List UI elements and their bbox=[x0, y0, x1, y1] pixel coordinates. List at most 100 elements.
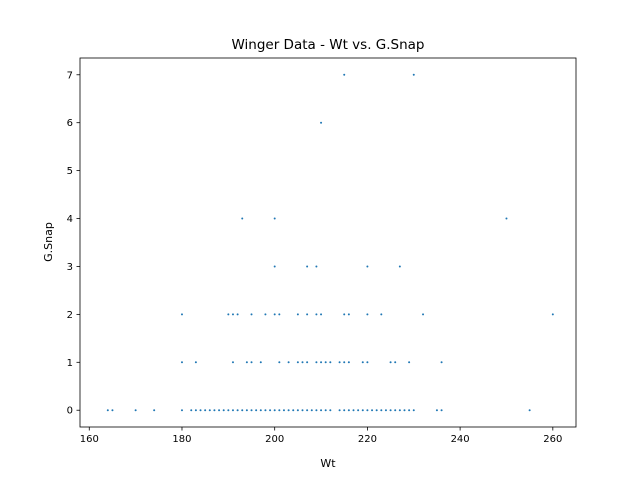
data-point-77 bbox=[394, 361, 397, 364]
data-point-5 bbox=[190, 409, 193, 412]
data-point-34 bbox=[324, 409, 327, 412]
data-point-25 bbox=[282, 409, 285, 412]
data-point-49 bbox=[398, 409, 401, 412]
x-tick-label-3: 220 bbox=[358, 434, 377, 445]
data-point-88 bbox=[296, 313, 299, 316]
data-point-10 bbox=[213, 409, 216, 412]
data-point-21 bbox=[264, 409, 267, 412]
x-tick-label-1: 180 bbox=[172, 434, 191, 445]
data-point-108 bbox=[412, 73, 415, 76]
data-point-107 bbox=[343, 73, 346, 76]
data-point-104 bbox=[273, 217, 276, 220]
data-point-71 bbox=[338, 361, 341, 364]
x-tick-label-2: 200 bbox=[265, 434, 284, 445]
data-point-91 bbox=[320, 313, 323, 316]
data-point-8 bbox=[204, 409, 207, 412]
data-point-66 bbox=[306, 361, 309, 364]
data-point-73 bbox=[347, 361, 350, 364]
data-point-69 bbox=[324, 361, 327, 364]
data-point-3 bbox=[153, 409, 156, 412]
data-point-42 bbox=[366, 409, 369, 412]
data-point-63 bbox=[287, 361, 290, 364]
data-point-43 bbox=[371, 409, 374, 412]
data-point-15 bbox=[236, 409, 239, 412]
data-point-32 bbox=[315, 409, 318, 412]
data-point-82 bbox=[231, 313, 234, 316]
data-point-75 bbox=[366, 361, 369, 364]
data-point-45 bbox=[380, 409, 383, 412]
data-point-14 bbox=[231, 409, 234, 412]
data-point-93 bbox=[347, 313, 350, 316]
data-point-81 bbox=[227, 313, 230, 316]
data-point-72 bbox=[343, 361, 346, 364]
data-point-103 bbox=[241, 217, 244, 220]
data-point-53 bbox=[435, 409, 438, 412]
data-point-16 bbox=[241, 409, 244, 412]
y-tick-label-1: 1 bbox=[67, 358, 73, 369]
data-point-79 bbox=[440, 361, 443, 364]
data-point-26 bbox=[287, 409, 290, 412]
data-point-106 bbox=[320, 121, 323, 124]
data-point-7 bbox=[199, 409, 202, 412]
data-point-29 bbox=[301, 409, 304, 412]
y-tick-label-4: 4 bbox=[67, 214, 73, 225]
y-axis-label: G.Snap bbox=[42, 222, 55, 262]
data-point-47 bbox=[389, 409, 392, 412]
data-point-98 bbox=[273, 265, 276, 268]
data-point-85 bbox=[264, 313, 267, 316]
data-point-54 bbox=[440, 409, 443, 412]
data-point-78 bbox=[408, 361, 411, 364]
data-point-60 bbox=[250, 361, 253, 364]
data-point-38 bbox=[347, 409, 350, 412]
data-point-23 bbox=[273, 409, 276, 412]
data-point-33 bbox=[320, 409, 323, 412]
data-point-1 bbox=[111, 409, 114, 412]
data-point-51 bbox=[408, 409, 411, 412]
y-tick-label-6: 6 bbox=[67, 118, 73, 129]
data-point-95 bbox=[380, 313, 383, 316]
data-point-65 bbox=[301, 361, 304, 364]
data-point-2 bbox=[134, 409, 137, 412]
x-axis-label: Wt bbox=[320, 457, 336, 470]
data-point-22 bbox=[269, 409, 272, 412]
data-point-86 bbox=[273, 313, 276, 316]
data-point-80 bbox=[180, 313, 183, 316]
data-point-61 bbox=[259, 361, 262, 364]
data-point-76 bbox=[389, 361, 392, 364]
data-point-12 bbox=[222, 409, 225, 412]
data-point-30 bbox=[306, 409, 309, 412]
plot-area-frame bbox=[79, 57, 577, 428]
data-point-96 bbox=[422, 313, 425, 316]
data-point-68 bbox=[320, 361, 323, 364]
y-tick-label-5: 5 bbox=[67, 166, 73, 177]
data-point-90 bbox=[315, 313, 318, 316]
data-point-59 bbox=[245, 361, 248, 364]
data-point-37 bbox=[343, 409, 346, 412]
data-point-6 bbox=[194, 409, 197, 412]
data-point-58 bbox=[231, 361, 234, 364]
data-point-57 bbox=[194, 361, 197, 364]
data-point-102 bbox=[398, 265, 401, 268]
data-point-4 bbox=[180, 409, 183, 412]
data-point-56 bbox=[180, 361, 183, 364]
data-point-19 bbox=[255, 409, 258, 412]
y-tick-label-0: 0 bbox=[67, 406, 73, 417]
data-point-31 bbox=[310, 409, 313, 412]
data-point-83 bbox=[236, 313, 239, 316]
data-point-17 bbox=[245, 409, 248, 412]
y-axis-ticks: 0 1 2 3 4 5 6 7 bbox=[67, 70, 80, 417]
data-point-36 bbox=[338, 409, 341, 412]
x-axis-ticks: 160 180 200 220 240 260 bbox=[80, 427, 562, 445]
y-tick-label-3: 3 bbox=[67, 262, 73, 273]
data-point-13 bbox=[227, 409, 230, 412]
data-point-9 bbox=[208, 409, 211, 412]
data-point-94 bbox=[366, 313, 369, 316]
data-point-20 bbox=[259, 409, 262, 412]
data-point-70 bbox=[329, 361, 332, 364]
data-point-18 bbox=[250, 409, 253, 412]
data-point-92 bbox=[343, 313, 346, 316]
data-point-87 bbox=[278, 313, 281, 316]
data-point-11 bbox=[218, 409, 221, 412]
data-point-64 bbox=[296, 361, 299, 364]
data-point-24 bbox=[278, 409, 281, 412]
